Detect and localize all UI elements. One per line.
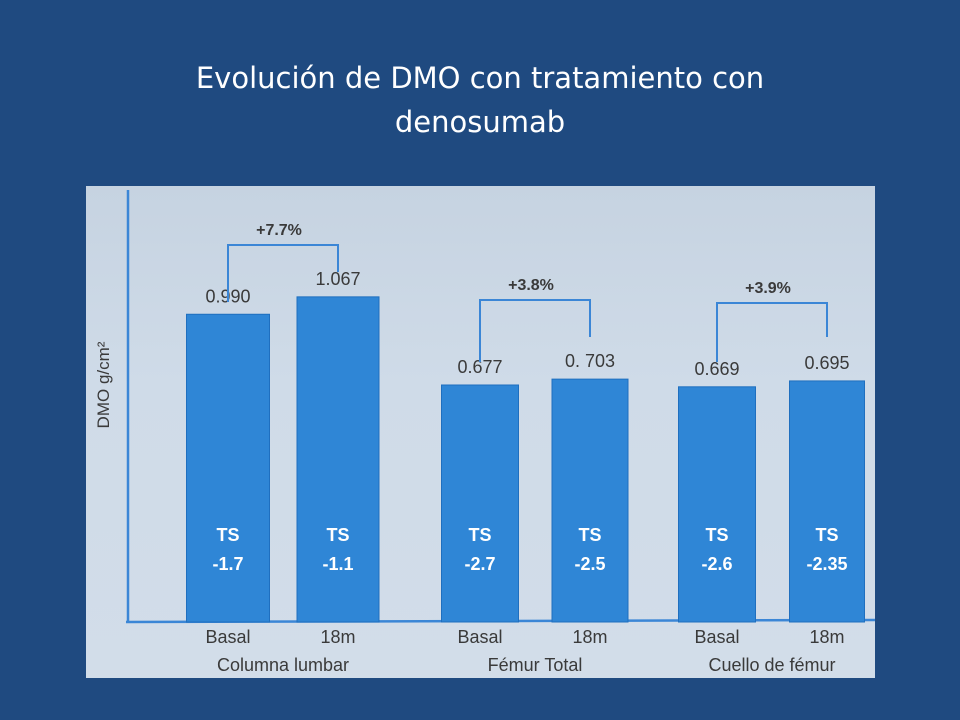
change-label: +3.8%	[508, 277, 554, 294]
group-label: Fémur Total	[488, 655, 583, 675]
group-label: Columna lumbar	[217, 655, 349, 675]
x-tick-label: Basal	[694, 627, 739, 647]
group-label: Cuello de fémur	[708, 655, 835, 675]
change-bracket	[479, 299, 591, 362]
ts-value: -1.1	[322, 554, 353, 574]
ts-value: -2.35	[806, 554, 847, 574]
change-label: +7.7%	[256, 222, 302, 239]
ts-title: TS	[216, 525, 239, 545]
bar-value-label: 0. 703	[565, 351, 615, 371]
ts-value: -2.7	[464, 554, 495, 574]
bar	[186, 313, 270, 623]
ts-title: TS	[326, 525, 349, 545]
slide-title-line-1: Evolución de DMO con tratamiento con	[195, 61, 765, 95]
bar-value-label: 0.695	[804, 353, 849, 373]
x-tick-label: 18m	[809, 627, 844, 647]
change-bracket	[227, 244, 339, 302]
x-tick-label: Basal	[457, 627, 502, 647]
ts-value: -2.5	[574, 554, 605, 574]
bar-value-label: 0.677	[457, 357, 502, 377]
slide-title-line-2: denosumab	[394, 105, 566, 139]
ts-value: -1.7	[212, 554, 243, 574]
ts-title: TS	[815, 525, 838, 545]
change-label: +3.9%	[745, 280, 791, 297]
bar-value-label: 0.669	[694, 359, 739, 379]
y-axis-label: DMO g/cm²	[94, 341, 113, 428]
bar	[551, 378, 629, 623]
bar	[789, 380, 865, 623]
change-bracket	[716, 302, 828, 362]
ts-title: TS	[705, 525, 728, 545]
x-tick-label: 18m	[320, 627, 355, 647]
ts-title: TS	[468, 525, 491, 545]
ts-value: -2.6	[701, 554, 732, 574]
bar	[678, 386, 756, 623]
bar	[441, 384, 519, 623]
x-tick-label: 18m	[572, 627, 607, 647]
slide-title: Evolución de DMO con tratamiento con den…	[0, 56, 960, 144]
bar-value-label: 1.067	[315, 269, 360, 289]
x-tick-label: Basal	[205, 627, 250, 647]
ts-title: TS	[578, 525, 601, 545]
bar	[296, 296, 380, 623]
